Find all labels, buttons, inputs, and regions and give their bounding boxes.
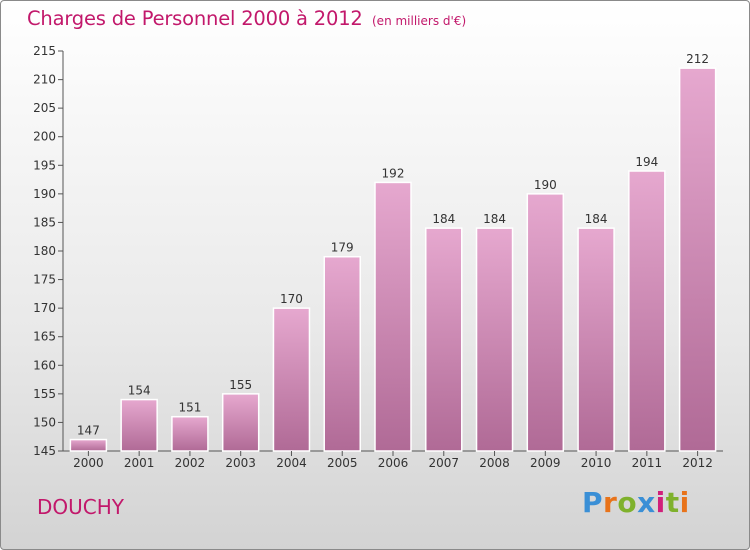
value-label: 184 <box>483 212 506 226</box>
x-tick-label: 2002 <box>175 456 206 470</box>
unit-note: (en milliers d'€) <box>372 14 467 28</box>
y-tick-label: 165 <box>33 330 56 344</box>
logo-letter: i <box>679 486 690 519</box>
logo-letter: x <box>637 486 656 519</box>
y-tick-label: 170 <box>33 301 56 315</box>
y-tick-label: 200 <box>33 130 56 144</box>
y-tick-label: 215 <box>33 44 56 58</box>
x-tick-label: 2000 <box>73 456 104 470</box>
bar <box>374 181 412 452</box>
x-tick-label: 2004 <box>276 456 307 470</box>
x-tick-label: 2007 <box>428 456 459 470</box>
x-tick-label: 2005 <box>327 456 358 470</box>
logo-letter: r <box>603 486 618 519</box>
x-tick-label: 2009 <box>530 456 561 470</box>
y-tick-label: 160 <box>33 358 56 372</box>
y-tick-label: 150 <box>33 415 56 429</box>
value-label: 212 <box>686 52 709 66</box>
bar <box>323 255 361 452</box>
y-tick-label: 195 <box>33 158 56 172</box>
y-tick-label: 145 <box>33 444 56 458</box>
x-tick-label: 2012 <box>682 456 713 470</box>
bar <box>678 67 717 452</box>
bar <box>628 170 666 452</box>
x-tick-label: 2001 <box>124 456 155 470</box>
commune-name: DOUCHY <box>37 495 125 519</box>
bar <box>69 438 108 452</box>
x-tick-label: 2011 <box>632 456 663 470</box>
x-tick-label: 2008 <box>479 456 510 470</box>
y-tick-label: 155 <box>33 387 56 401</box>
bar <box>272 307 311 452</box>
bar <box>171 415 209 452</box>
x-tick-label: 2003 <box>225 456 256 470</box>
y-tick-label: 185 <box>33 215 56 229</box>
value-label: 147 <box>77 424 100 438</box>
y-tick-label: 190 <box>33 187 56 201</box>
y-tick-label: 180 <box>33 244 56 258</box>
chart-title: Charges de Personnel 2000 à 2012 <box>27 7 363 30</box>
value-label: 155 <box>229 378 252 392</box>
bar <box>475 227 514 452</box>
logo-letter: t <box>665 486 680 519</box>
value-label: 154 <box>128 384 151 398</box>
value-label: 192 <box>382 166 405 180</box>
value-label: 151 <box>178 401 201 415</box>
logo-letter: o <box>617 486 638 519</box>
bar <box>526 193 565 452</box>
value-label: 190 <box>534 178 557 192</box>
y-tick-label: 175 <box>33 273 56 287</box>
x-tick-label: 2010 <box>581 456 612 470</box>
value-label: 184 <box>432 212 455 226</box>
bar <box>577 227 615 452</box>
logo-letter: i <box>655 486 666 519</box>
y-tick-label: 210 <box>33 73 56 87</box>
value-label: 184 <box>585 212 608 226</box>
logo-letter: P <box>582 486 604 519</box>
bar <box>221 393 260 452</box>
value-label: 179 <box>331 241 354 255</box>
value-label: 194 <box>635 155 658 169</box>
proxiti-logo: Proxiti <box>582 486 690 519</box>
bar <box>120 398 158 452</box>
value-label: 170 <box>280 292 303 306</box>
bar <box>425 227 463 452</box>
y-tick-label: 205 <box>33 101 56 115</box>
x-tick-label: 2006 <box>378 456 409 470</box>
